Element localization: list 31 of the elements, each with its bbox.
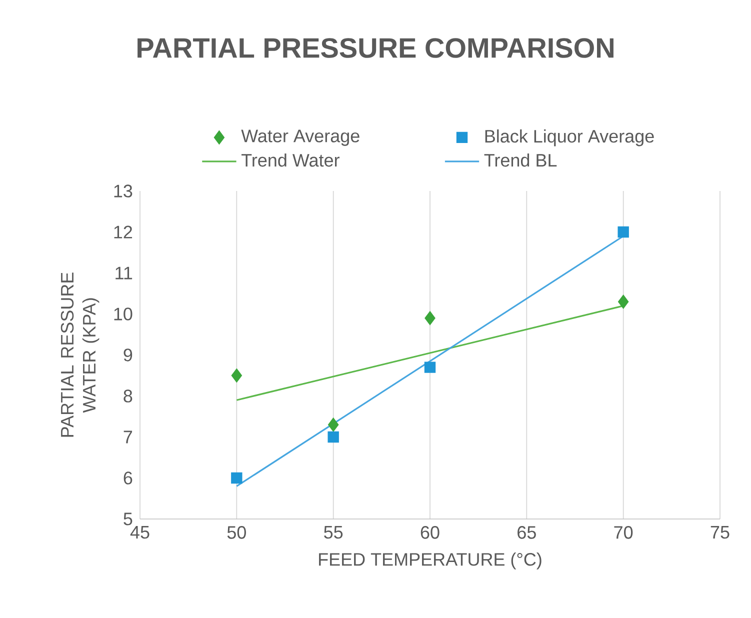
- x-tick-label: 70: [614, 526, 633, 539]
- x-tick-label: 45: [130, 526, 150, 539]
- y-tick-label: 9: [124, 348, 132, 362]
- y-tick-label: 10: [114, 308, 132, 320]
- y-tick-label: 8: [124, 390, 132, 402]
- y-tick-label: 12: [114, 226, 132, 238]
- y-tick-label: 6: [124, 472, 132, 484]
- point: [231, 368, 242, 383]
- x-tick-label: 50: [227, 526, 246, 539]
- x-tick-label: 60: [420, 526, 440, 539]
- x-tick-label: 65: [518, 526, 536, 539]
- point: [424, 362, 436, 373]
- point: [618, 226, 629, 238]
- y-tick-label: 5: [124, 512, 132, 526]
- y-tick-label: 11: [116, 266, 132, 280]
- point: [618, 294, 629, 309]
- point: [328, 418, 339, 432]
- point: [328, 431, 339, 443]
- x-axis-title: FEED TEMPERATURE (°C): [319, 552, 542, 570]
- point: [231, 472, 242, 484]
- chart-title: PARTIAL PRESSURE COMPARISON: [138, 38, 614, 58]
- point: [424, 311, 436, 326]
- y-axis-title: PARTIAL RESSURE WATER (KPA): [60, 272, 100, 437]
- y-tick-label: 7: [124, 430, 132, 444]
- legend-label: Black Liquor Average: [485, 129, 654, 146]
- legend-label: Trend Water: [241, 153, 340, 167]
- legend-label: Water Average: [241, 130, 360, 146]
- x-tick-label: 75: [710, 526, 730, 539]
- y-tick-label: 13: [114, 184, 132, 198]
- legend-label: Trend BL: [484, 153, 557, 167]
- x-tick-label: 55: [324, 526, 343, 539]
